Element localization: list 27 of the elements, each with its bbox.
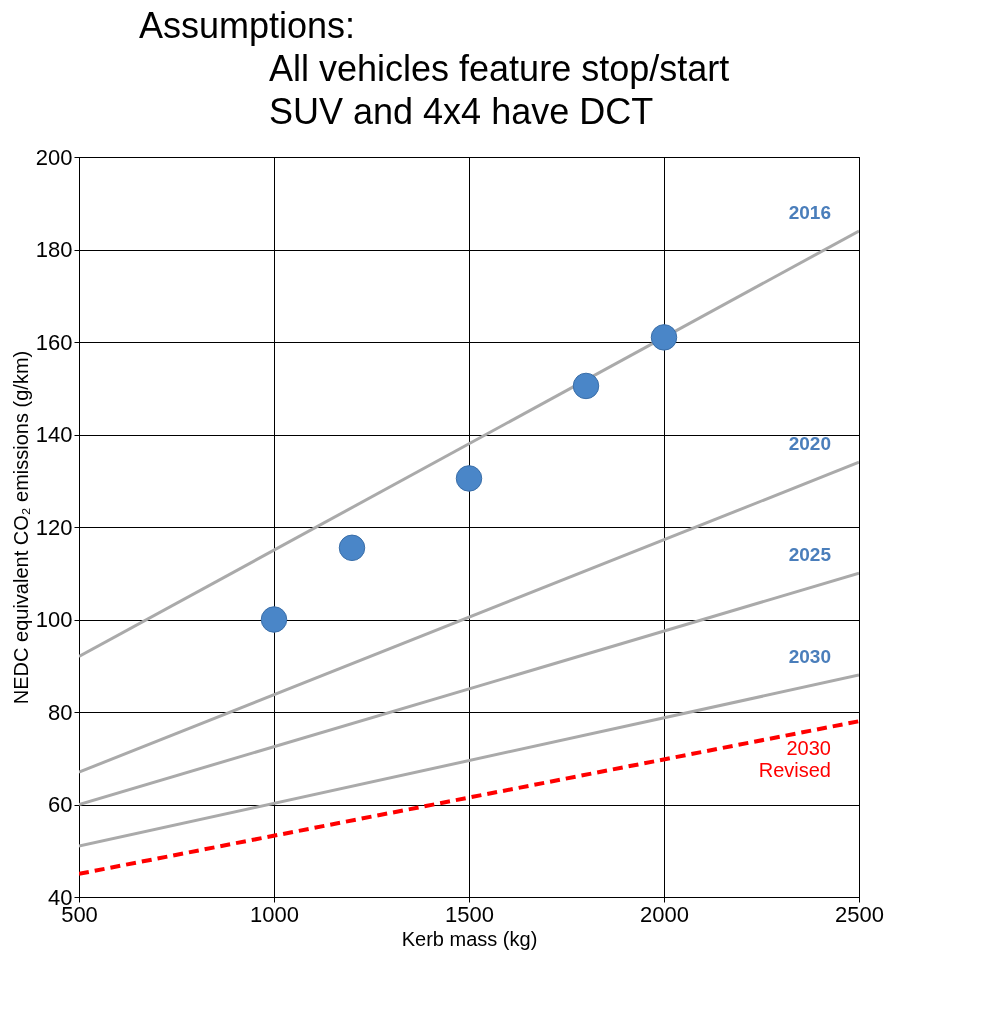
x-tick-label: 1000 — [250, 901, 299, 927]
y-tick-label: 200 — [35, 144, 73, 170]
series-label: 2030 — [788, 646, 831, 667]
y-tick-label: 100 — [35, 607, 73, 632]
x-tick-label: 2500 — [835, 901, 884, 927]
y-tick-label: 180 — [35, 237, 73, 262]
series-label: 2025 — [788, 544, 832, 566]
x-axis-title: Kerb mass (kg) — [401, 927, 538, 950]
x-tick-label: 2000 — [640, 901, 689, 927]
point — [338, 534, 366, 562]
y-tick-label: 140 — [35, 422, 73, 447]
point — [650, 324, 678, 351]
text: Assumptions: — [139, 4, 356, 46]
x-tick-label: 1500 — [445, 901, 494, 927]
point — [260, 606, 288, 633]
y-tick-label: 160 — [35, 329, 73, 355]
y-tick-label: 60 — [48, 792, 73, 817]
text: All vehicles feature stop/start — [269, 48, 730, 89]
series-label: 2020 — [788, 433, 831, 455]
y-axis-title: NEDC equivalent CO₂ emissions (g/km) — [9, 350, 32, 705]
y-tick-label: 120 — [35, 514, 73, 540]
y-tick-label: 80 — [48, 699, 73, 725]
point — [455, 465, 483, 492]
series-label: 2030 Revised — [758, 737, 831, 782]
point — [572, 372, 600, 400]
series-label: 2016 — [788, 202, 831, 223]
text: SUV and 4x4 have DCT — [269, 91, 654, 133]
